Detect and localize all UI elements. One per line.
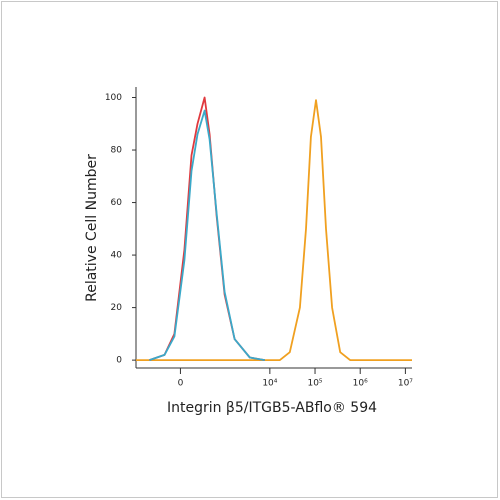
- y-tick-label: 80: [111, 146, 123, 156]
- histogram-line: [149, 109, 265, 361]
- y-tick-label: 60: [111, 198, 123, 208]
- x-axis-label: Integrin β5/ITGB5-ABflo® 594: [167, 400, 377, 416]
- histogram-line: [149, 96, 265, 361]
- y-tick-label: 100: [105, 93, 122, 103]
- x-tick-label: 10⁴: [262, 379, 277, 389]
- x-tick-label: 10⁵: [307, 379, 322, 389]
- x-tick-label: 0: [178, 379, 184, 389]
- x-tick-label: 10⁷: [398, 379, 413, 389]
- y-tick-label: 40: [111, 251, 123, 261]
- histogram-line: [136, 99, 412, 361]
- x-tick-label: 10⁶: [353, 379, 368, 389]
- y-tick-label: 20: [111, 303, 123, 313]
- y-axis-label: Relative Cell Number: [84, 154, 100, 302]
- y-tick-label: 0: [116, 356, 122, 366]
